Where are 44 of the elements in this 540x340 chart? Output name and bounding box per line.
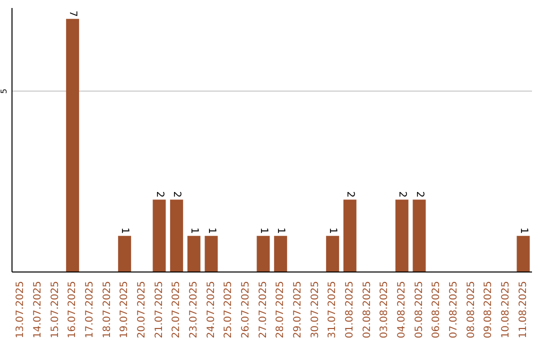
data-label: 1 <box>206 227 217 234</box>
x-tick-label: 03.08.2025 <box>379 281 390 338</box>
data-label: 1 <box>275 227 286 234</box>
x-tick-label: 17.07.2025 <box>84 281 96 338</box>
x-tick-label: 20.07.2025 <box>136 281 148 338</box>
x-tick-label: 06.08.2025 <box>431 281 442 338</box>
x-tick-label: 07.08.2025 <box>448 281 460 338</box>
x-tick-label: 02.08.2025 <box>362 281 373 338</box>
data-label: 1 <box>258 227 269 234</box>
x-tick-label: 11.08.2025 <box>518 281 529 338</box>
x-tick-label: 19.07.2025 <box>119 281 130 338</box>
data-label: 2 <box>171 191 182 198</box>
x-tick-label: 24.07.2025 <box>206 281 217 338</box>
data-label: 7 <box>67 10 78 17</box>
x-tick-label: 21.07.2025 <box>154 281 165 338</box>
data-label: 2 <box>414 191 425 198</box>
x-tick-label: 13.07.2025 <box>15 281 26 338</box>
x-tick-label: 31.07.2025 <box>327 281 338 338</box>
x-tick-label: 15.07.2025 <box>50 281 61 338</box>
x-tick-label: 23.07.2025 <box>188 281 200 338</box>
data-label: 1 <box>188 227 200 234</box>
data-label: 2 <box>344 191 356 198</box>
x-tick-label: 08.08.2025 <box>466 281 477 338</box>
x-tick-label: 25.07.2025 <box>223 281 234 338</box>
y-tick-label: 5 <box>0 88 8 94</box>
x-tick-label: 29.07.2025 <box>292 281 304 338</box>
x-tick-label: 18.07.2025 <box>102 281 113 338</box>
x-tick-label: 14.07.2025 <box>32 281 44 338</box>
x-tick-label: 09.08.2025 <box>483 281 494 338</box>
data-label: 1 <box>119 227 130 234</box>
data-label: 2 <box>396 191 408 198</box>
x-tick-label: 10.08.2025 <box>500 281 512 338</box>
x-tick-label: 05.08.2025 <box>414 281 425 338</box>
data-label: 1 <box>327 227 338 234</box>
x-tick-label: 28.07.2025 <box>275 281 286 338</box>
data-label: 1 <box>518 227 529 234</box>
x-tick-label: 27.07.2025 <box>258 281 269 338</box>
x-tick-label: 16.07.2025 <box>67 281 78 338</box>
x-tick-label: 04.08.2025 <box>396 281 408 338</box>
x-tick-label: 01.08.2025 <box>344 281 356 338</box>
x-tick-label: 30.07.2025 <box>310 281 321 338</box>
x-tick-label: 22.07.2025 <box>171 281 182 338</box>
x-tick-label: 26.07.2025 <box>240 281 252 338</box>
data-label: 2 <box>154 191 165 198</box>
